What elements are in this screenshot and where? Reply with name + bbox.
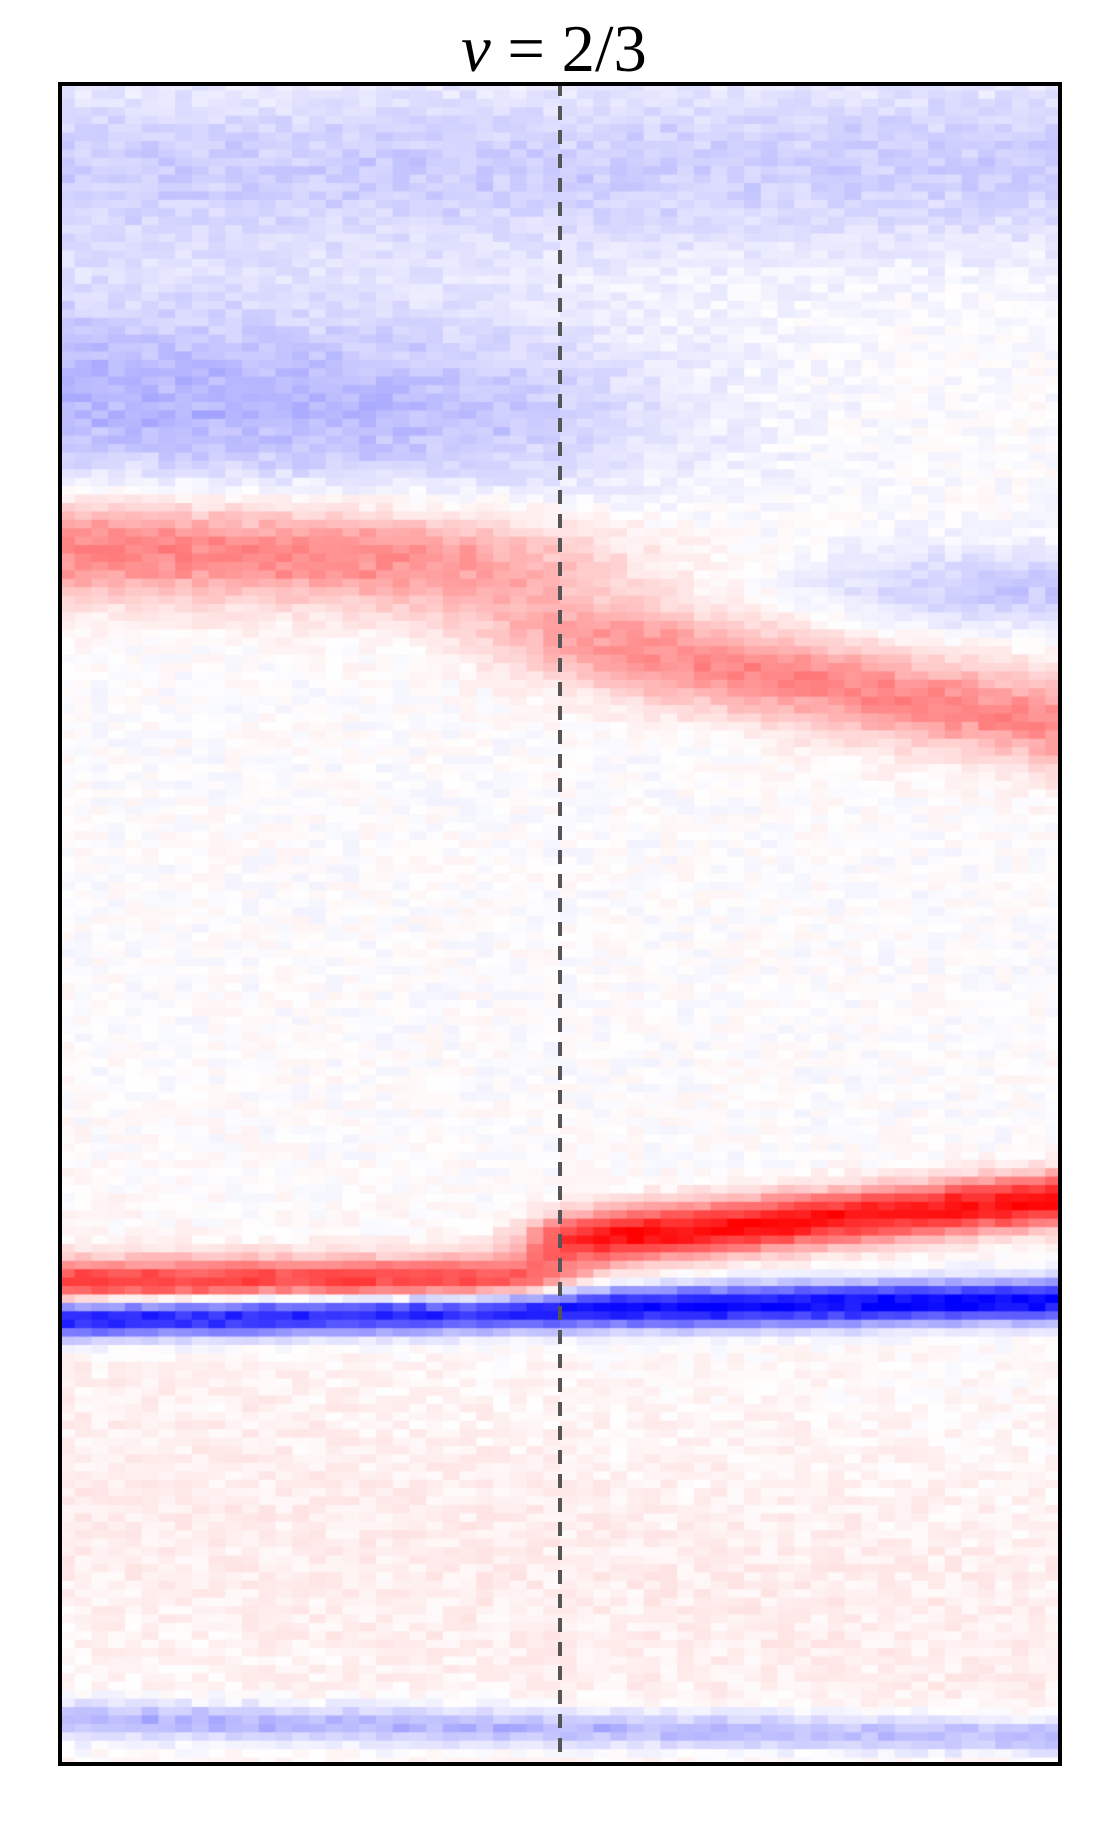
heatmap-canvas <box>58 82 1062 1766</box>
figure-page: ν = 2/3 <box>0 0 1108 1824</box>
heatmap-plot <box>58 82 1062 1766</box>
plot-title: ν = 2/3 <box>0 12 1108 88</box>
